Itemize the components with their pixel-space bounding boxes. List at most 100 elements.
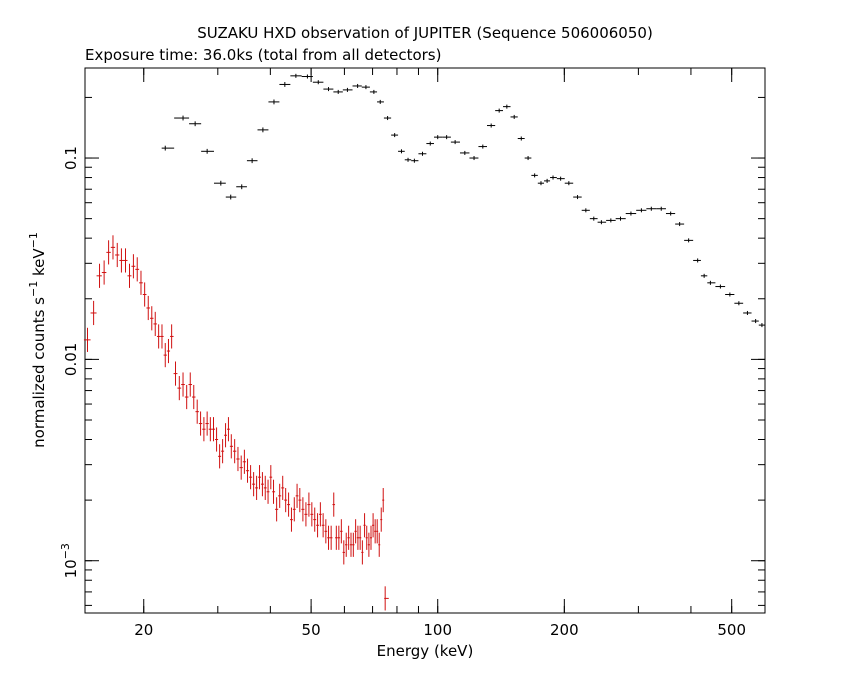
- data-point: [313, 507, 317, 532]
- data-point: [307, 492, 311, 517]
- x-tick-label: 50: [302, 621, 321, 639]
- data-point: [332, 492, 336, 517]
- data-point: [374, 519, 377, 544]
- x-tick-label: 20: [134, 621, 153, 639]
- data-point: [242, 449, 246, 474]
- data-point: [734, 301, 744, 306]
- data-point: [184, 384, 189, 410]
- data-point: [232, 439, 237, 464]
- data-point: [173, 361, 178, 386]
- data-point: [284, 488, 288, 513]
- data-point: [163, 343, 167, 368]
- data-point: [131, 254, 136, 279]
- data-point: [589, 216, 598, 221]
- data-point: [202, 417, 206, 442]
- data-point: [383, 116, 392, 121]
- data-point: [123, 248, 128, 273]
- data-point: [715, 284, 726, 289]
- data-point: [382, 488, 385, 513]
- data-point: [450, 140, 460, 145]
- data-point: [665, 211, 676, 216]
- data-point: [161, 145, 175, 151]
- data-point: [418, 151, 427, 156]
- data-point: [684, 238, 694, 243]
- data-point: [367, 532, 370, 557]
- data-point: [340, 519, 343, 544]
- data-point: [352, 83, 362, 88]
- data-point: [272, 479, 276, 504]
- data-point: [268, 99, 280, 105]
- data-point: [246, 158, 258, 164]
- y-tick-label: 10−3: [59, 543, 80, 578]
- data-point: [503, 104, 511, 109]
- data-point: [236, 446, 240, 472]
- series-1: [83, 235, 389, 611]
- data-point: [96, 263, 102, 288]
- data-point: [656, 206, 666, 211]
- data-point: [342, 87, 353, 92]
- data-point: [215, 427, 219, 452]
- y-tick-label-base: 0.01: [62, 343, 80, 376]
- data-point: [275, 497, 279, 522]
- data-point: [359, 525, 362, 550]
- data-point: [304, 502, 308, 527]
- data-point: [433, 135, 443, 140]
- data-point: [369, 525, 373, 550]
- data-point: [327, 525, 330, 550]
- data-point: [310, 502, 314, 527]
- data-point: [537, 181, 545, 186]
- data-point: [257, 127, 269, 133]
- data-point: [181, 372, 185, 397]
- data-point: [301, 74, 313, 79]
- data-point: [556, 176, 565, 181]
- data-point: [279, 82, 291, 87]
- data-point: [239, 455, 243, 480]
- data-point: [573, 195, 582, 200]
- data-point: [292, 497, 296, 522]
- x-axis-label: Energy (keV): [377, 642, 474, 660]
- data-point: [208, 417, 212, 442]
- data-point: [160, 324, 164, 349]
- data-point: [361, 85, 370, 90]
- data-point: [486, 123, 496, 128]
- data-point: [269, 465, 273, 490]
- data-point: [646, 206, 657, 211]
- data-point: [398, 149, 405, 154]
- data-point: [404, 157, 412, 162]
- data-point: [606, 218, 616, 223]
- data-point: [312, 80, 324, 85]
- data-point: [510, 114, 518, 119]
- data-point: [170, 324, 174, 349]
- data-point: [581, 208, 590, 213]
- y-tick-label-base: 10: [62, 559, 80, 578]
- data-point: [356, 525, 360, 550]
- data-point: [365, 525, 368, 550]
- data-point: [369, 89, 378, 94]
- y-tick-label-base: 0.1: [62, 146, 80, 170]
- data-point: [290, 507, 293, 532]
- data-point: [110, 235, 116, 260]
- data-point: [266, 479, 270, 504]
- data-point: [298, 488, 302, 513]
- data-point: [90, 300, 97, 326]
- axis-ticks: [85, 68, 766, 613]
- data-point: [295, 483, 299, 508]
- data-point: [411, 158, 419, 163]
- data-point: [229, 434, 233, 459]
- data-point: [127, 263, 132, 288]
- data-point: [335, 525, 338, 550]
- data-point: [258, 465, 261, 490]
- data-point: [345, 532, 348, 557]
- data-point: [363, 513, 366, 538]
- plot-frame: [84, 67, 766, 614]
- data-point: [205, 411, 209, 436]
- axis-tick-labels: 20 50 100 200 500 0.1 0.01 10−3: [59, 146, 746, 639]
- data-point: [323, 87, 334, 92]
- data-point: [316, 513, 319, 538]
- data-point: [287, 492, 291, 517]
- data-point: [517, 136, 525, 141]
- data-point: [188, 372, 193, 397]
- data-point: [83, 327, 91, 352]
- data-point: [391, 133, 399, 138]
